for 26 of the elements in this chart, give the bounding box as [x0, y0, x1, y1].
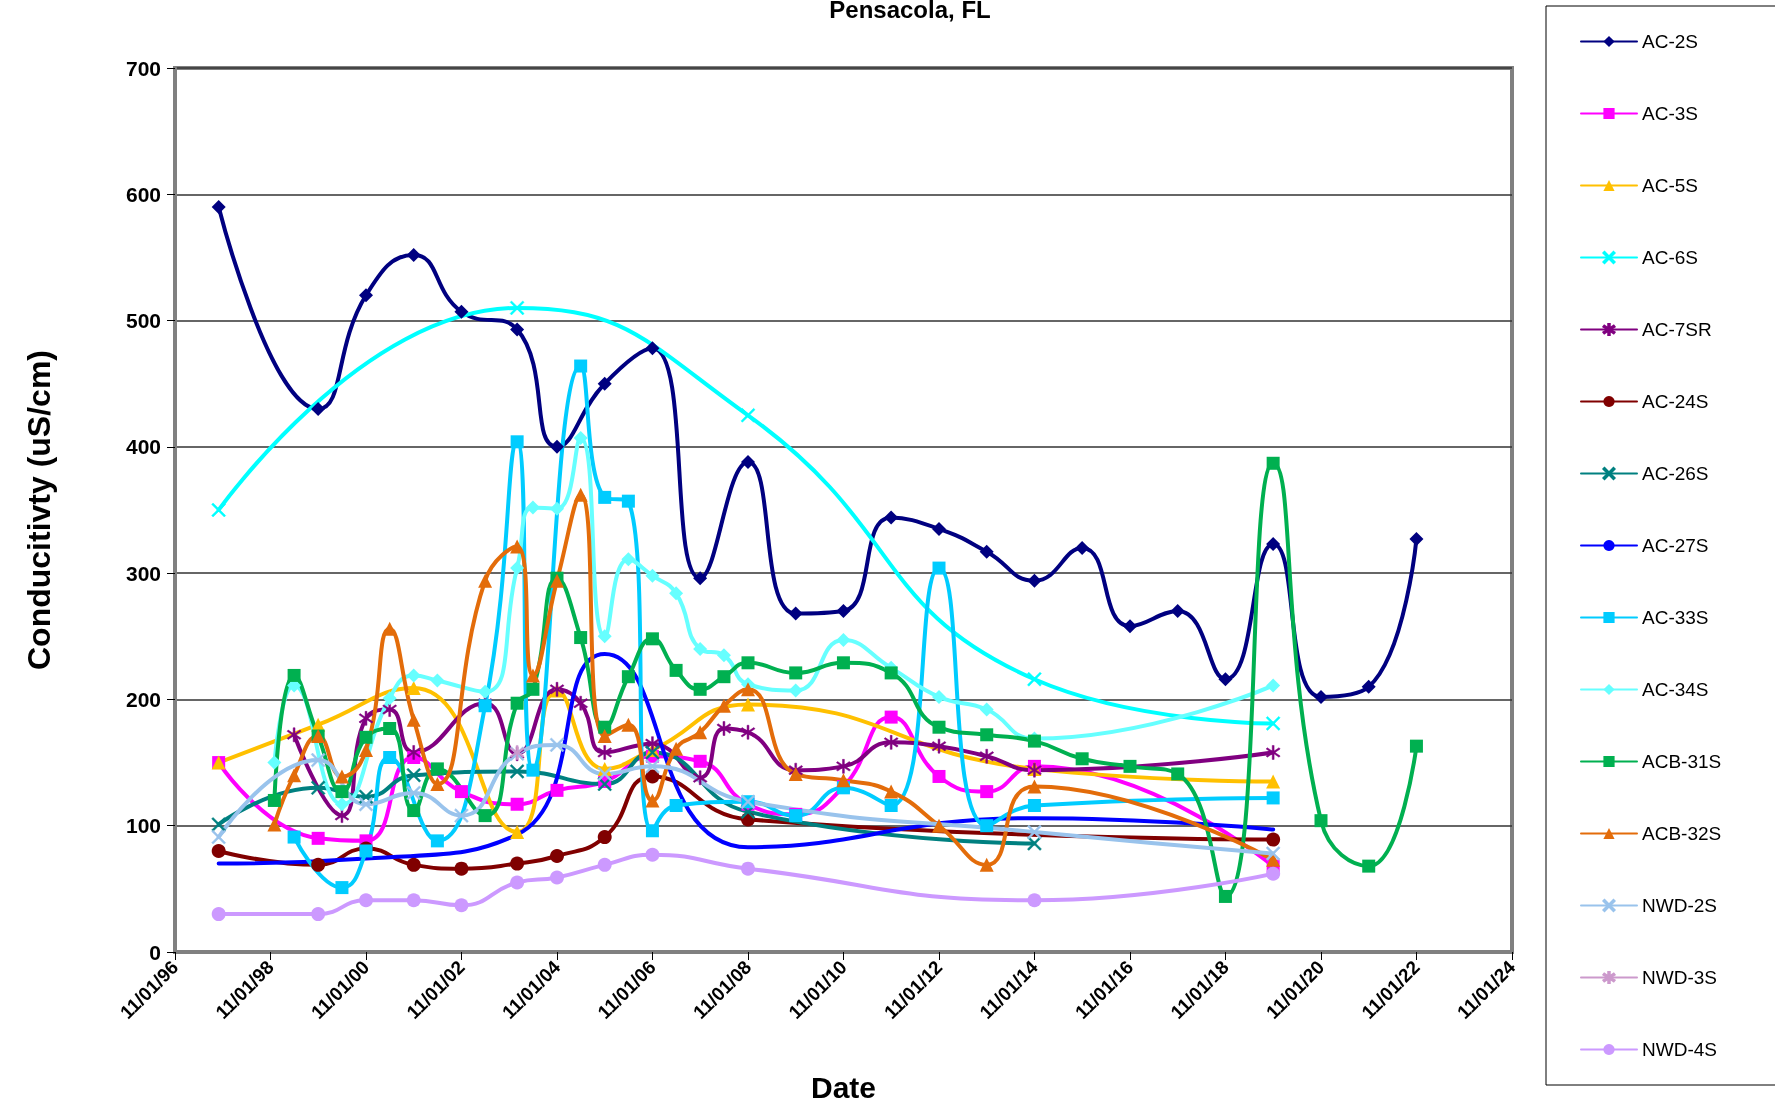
y-tick-label: 300 — [125, 561, 161, 585]
legend-label: AC-27S — [1642, 535, 1709, 556]
legend-label: AC-6S — [1642, 247, 1698, 268]
legend-label: NWD-3S — [1642, 967, 1717, 988]
legend-label: ACB-31S — [1642, 751, 1722, 772]
y-tick-label: 700 — [125, 56, 161, 80]
legend-label: AC-2S — [1642, 31, 1698, 52]
legend-label: AC-5S — [1642, 175, 1698, 196]
legend-label: AC-3S — [1642, 103, 1698, 124]
legend-label: NWD-4S — [1642, 1039, 1717, 1060]
legend-label: AC-33S — [1642, 607, 1709, 628]
y-tick-label: 0 — [149, 940, 161, 964]
legend-label: AC-24S — [1642, 391, 1709, 412]
y-tick-label: 500 — [125, 309, 161, 333]
y-tick-label: 400 — [125, 435, 161, 459]
y-tick-label: 200 — [125, 687, 161, 711]
legend-label: AC-26S — [1642, 463, 1709, 484]
y-tick-label: 100 — [125, 814, 161, 838]
y-tick-label: 600 — [125, 182, 161, 206]
legend-label: AC-7SR — [1642, 319, 1712, 340]
x-axis-title: Date — [810, 1070, 877, 1104]
legend-label: NWD-2S — [1642, 895, 1717, 916]
chart-title: Pensacola, FL — [829, 0, 991, 23]
legend-label: ACB-32S — [1642, 823, 1722, 844]
y-axis-title: Conducitivty (uS/cm) — [21, 349, 57, 671]
legend-label: AC-34S — [1642, 679, 1709, 700]
